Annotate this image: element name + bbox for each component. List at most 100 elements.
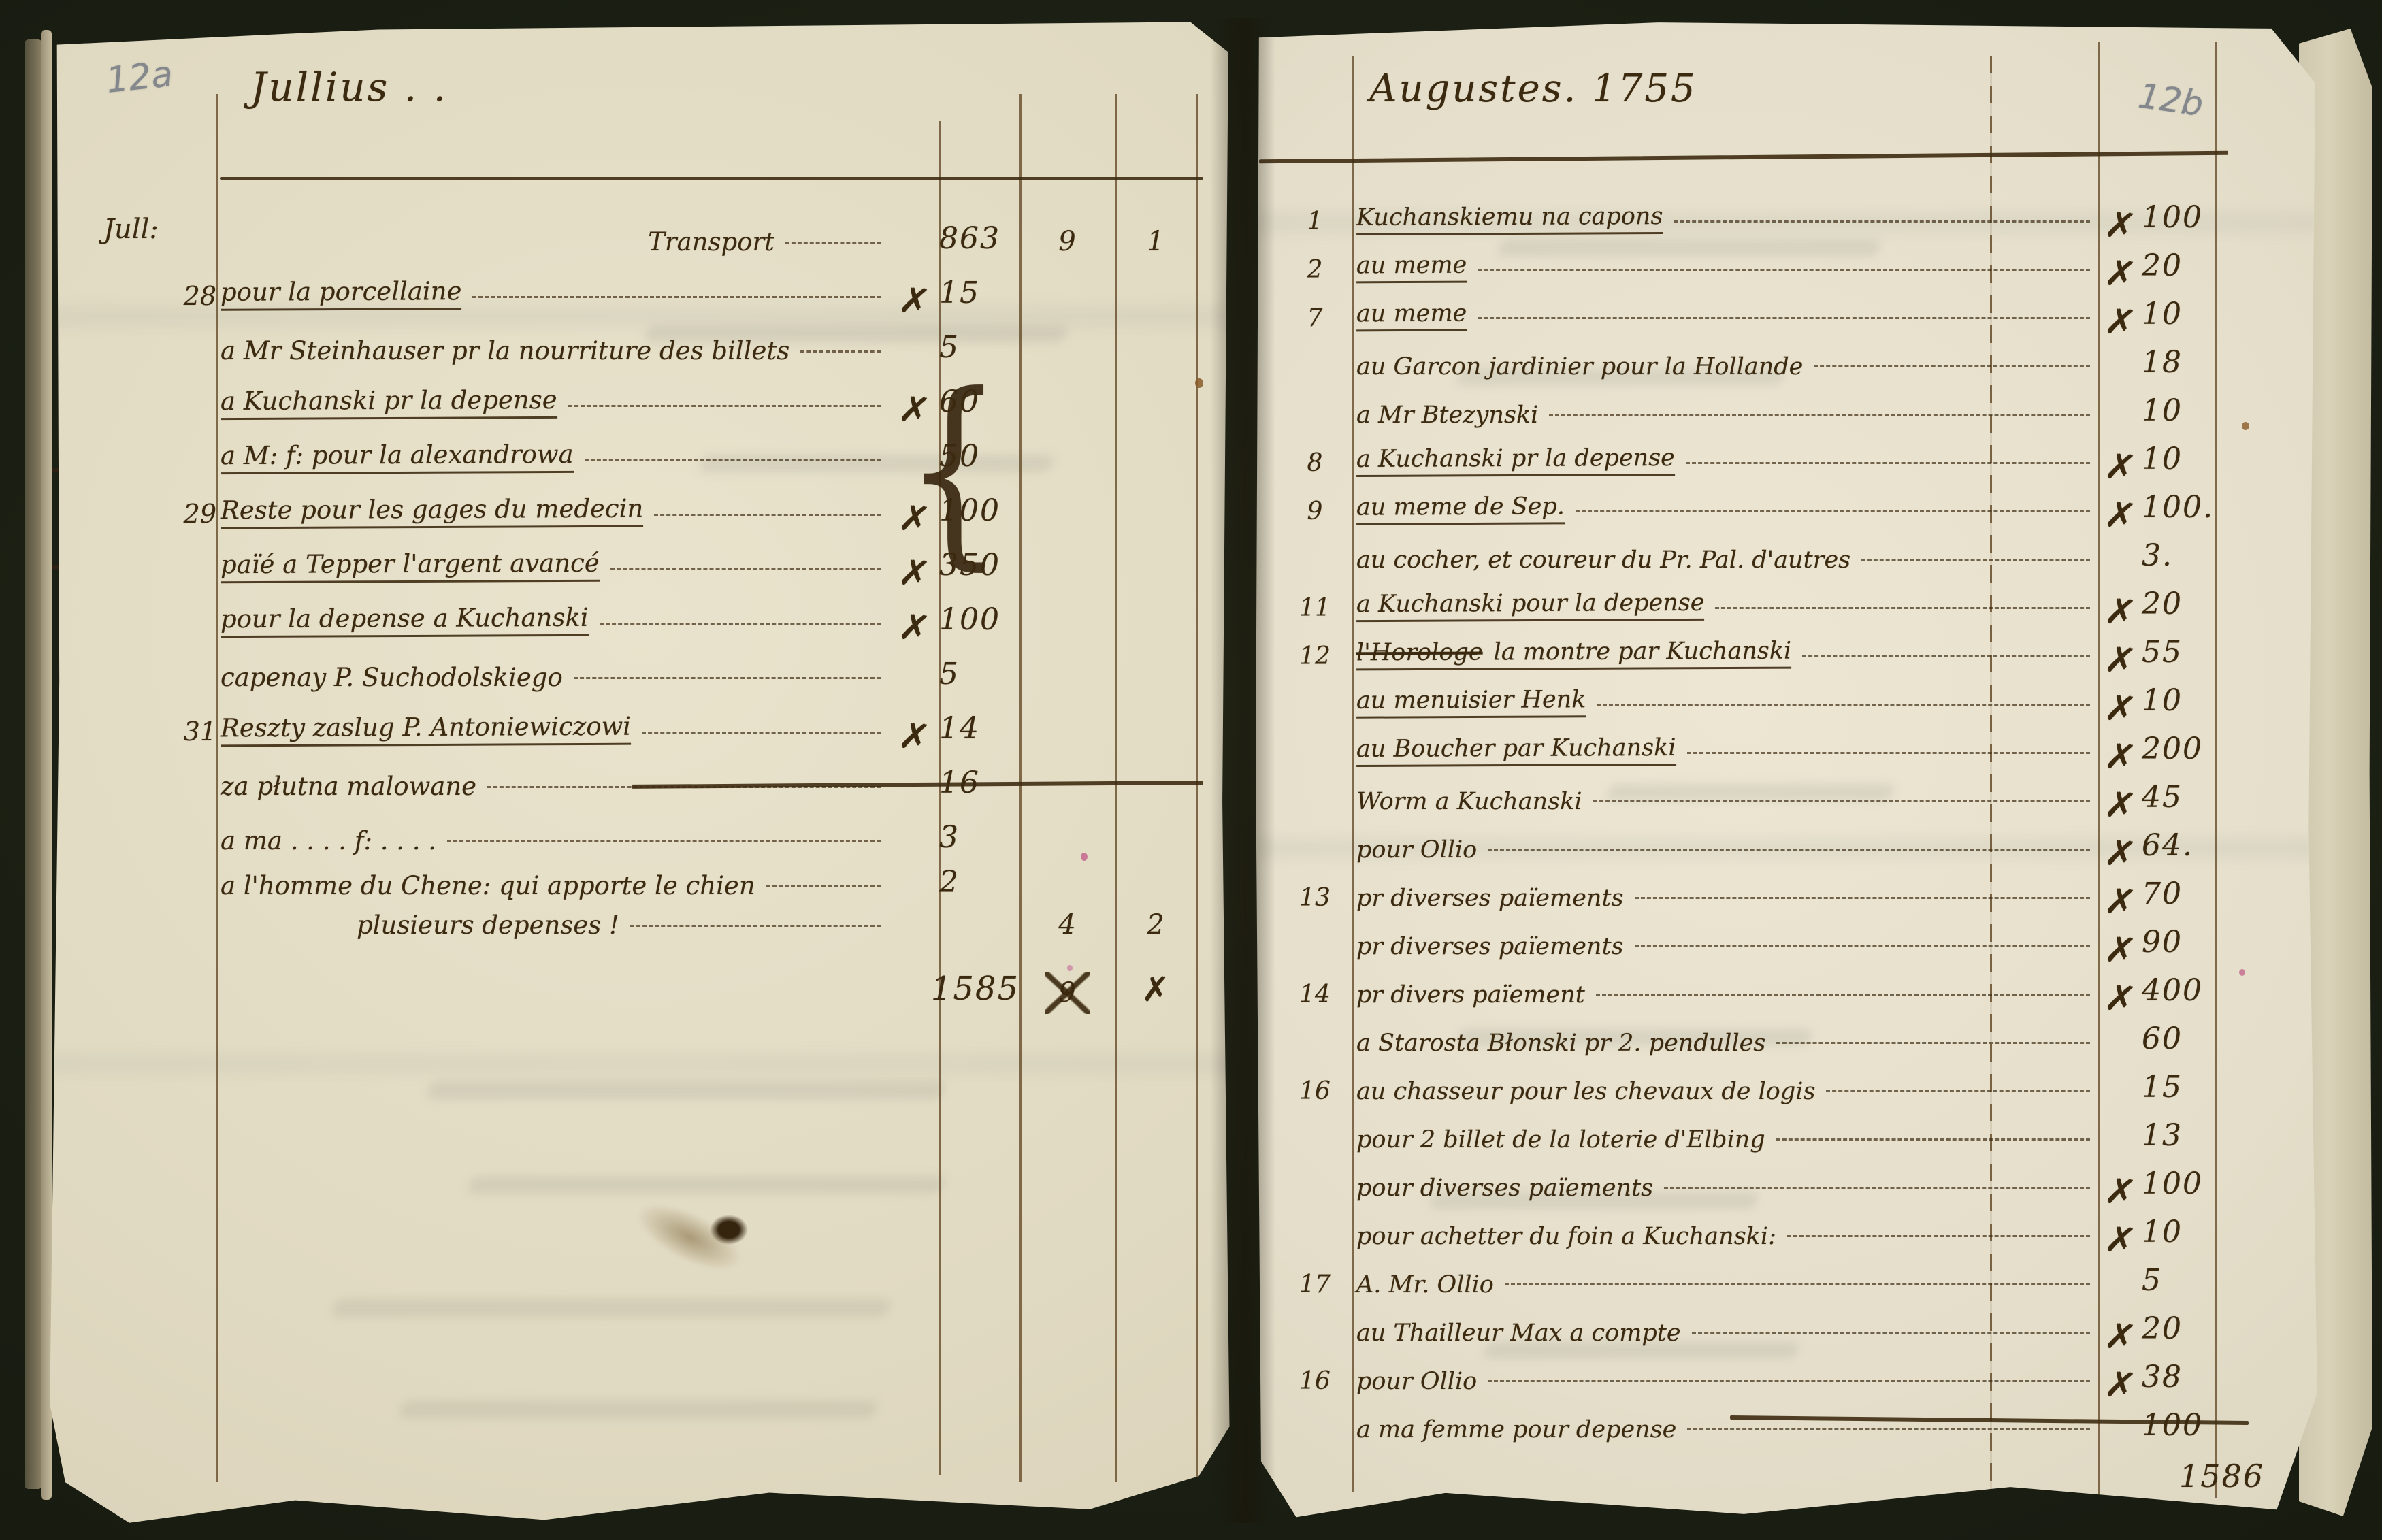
dotted-leader bbox=[1597, 704, 2090, 706]
total-row-left: 1585 9 ✗ bbox=[50, 958, 1229, 1014]
amount: 10 bbox=[2142, 441, 2183, 476]
ledger-row: pour diverses païements ✗ 100 bbox=[1256, 1153, 2317, 1215]
dotted-leader bbox=[1826, 1090, 2090, 1092]
column-rule bbox=[2098, 42, 2100, 1498]
day-label: 12 bbox=[1299, 642, 1331, 671]
ledger-row: 17 A. Mr. Ollio 5 bbox=[1256, 1249, 2317, 1299]
entry-description: au Garcon jardinier pour la Hollande bbox=[1356, 353, 1804, 381]
dotted-leader bbox=[568, 405, 881, 407]
crossed-figure: 9 bbox=[1045, 972, 1090, 1014]
transport-label: Transport bbox=[648, 227, 774, 257]
entry-description: au chasseur pour les chevaux de logis bbox=[1356, 1078, 1816, 1106]
ledger-row: pour achetter du foin a Kuchanski: ✗ 10 bbox=[1256, 1201, 2317, 1264]
dotted-leader bbox=[1685, 462, 2090, 464]
dotted-leader bbox=[785, 242, 881, 244]
entry-description: pr diverses païements bbox=[1356, 885, 1624, 913]
total-amount-left: 1585 bbox=[930, 969, 1019, 1008]
ledger-row: 12 l'Horologe la montre par Kuchanski ✗ 5… bbox=[1256, 621, 2317, 684]
entry-description: plusieurs depenses ! bbox=[357, 911, 619, 940]
column-rule bbox=[939, 121, 941, 1475]
entry-description: a ma femme pour depense bbox=[1356, 1416, 1677, 1444]
ledger-row: au cocher, et coureur du Pr. Pal. d'autr… bbox=[1256, 525, 2317, 574]
dotted-leader bbox=[584, 459, 881, 461]
entry-description: capenay P. Suchodolskiego bbox=[221, 663, 563, 693]
column3-total: ✗ bbox=[1141, 969, 1170, 1009]
amount: 38 bbox=[2142, 1359, 2183, 1394]
page-title-right: Augustes. 1755 bbox=[1369, 67, 1697, 111]
dotted-leader bbox=[573, 677, 881, 679]
entry-description: au meme bbox=[1356, 300, 1467, 332]
amount: 15 bbox=[939, 275, 980, 310]
ledger-row: 8 a Kuchanski pr la depense ✗ 10 bbox=[1256, 428, 2317, 491]
pink-speck bbox=[1067, 965, 1073, 971]
amount: 100. bbox=[2142, 489, 2214, 525]
entry-description: au meme bbox=[1356, 252, 1467, 284]
amount: 14 bbox=[939, 710, 980, 746]
day-label: 8 bbox=[1307, 449, 1323, 478]
amount: 3 bbox=[939, 819, 960, 855]
ledger-row: 16 au chasseur pour les chevaux de logis… bbox=[1256, 1056, 2317, 1106]
dotted-leader bbox=[654, 514, 881, 516]
amount: 200 bbox=[2142, 731, 2203, 766]
entry-description: au menuisier Henk bbox=[1356, 687, 1586, 719]
amount: 13 bbox=[2142, 1117, 2183, 1153]
cross-mark: ✗ bbox=[2102, 201, 2140, 249]
grouping-brace: { bbox=[904, 350, 1003, 588]
dotted-leader bbox=[1488, 849, 2090, 851]
amount: 5 bbox=[939, 656, 960, 691]
day-label: 28 bbox=[183, 281, 216, 312]
column-rule bbox=[1019, 94, 1022, 1482]
day-label: 31 bbox=[183, 717, 216, 747]
ledger-row: 9 au meme de Sep. ✗ 100. bbox=[1256, 476, 2317, 539]
ledger-row: a Starosta Błonski pr 2. pendulles 60 bbox=[1256, 1008, 2317, 1056]
brown-speck bbox=[2242, 422, 2249, 430]
page-title-left: Jullius . . bbox=[250, 64, 448, 110]
amount: 60 bbox=[2142, 1021, 2183, 1056]
amount: 55 bbox=[2142, 634, 2183, 670]
ledger-row: païé a Tepper l'argent avancé ✗ 350 bbox=[50, 528, 1229, 597]
ledger-row: 16 pour Ollio ✗ 38 bbox=[1256, 1346, 2317, 1409]
cross-mark: ✗ bbox=[2102, 588, 2140, 636]
column3-value: 1 bbox=[1147, 226, 1164, 257]
cross-mark: ✗ bbox=[2102, 685, 2140, 732]
amount: 100 bbox=[2142, 1407, 2203, 1443]
dotted-leader bbox=[610, 568, 881, 570]
pink-speck bbox=[1081, 853, 1088, 861]
ledger-row: 2 au meme ✗ 20 bbox=[1256, 235, 2317, 297]
dotted-leader bbox=[766, 885, 881, 887]
entry-description: Worm a Kuchanski bbox=[1356, 788, 1582, 816]
column2-total: 9 bbox=[1019, 972, 1115, 1014]
day-label: 14 bbox=[1299, 981, 1331, 1009]
amount: 16 bbox=[939, 765, 980, 800]
cross-mark: ✗ bbox=[2102, 974, 2140, 1022]
cross-mark: ✗ bbox=[2102, 1361, 2140, 1409]
dotted-leader bbox=[1478, 317, 2090, 319]
amount: 20 bbox=[2142, 586, 2183, 621]
dotted-leader bbox=[1634, 945, 2090, 947]
entry-description: pr diverses païements bbox=[1356, 933, 1624, 961]
entry-description: a Kuchanski pr la depense bbox=[221, 385, 557, 421]
folio-number-left: 12a bbox=[104, 54, 175, 101]
dotted-leader bbox=[1575, 510, 2090, 512]
day-label: 9 bbox=[1307, 497, 1323, 526]
column3-value: 2 bbox=[1147, 909, 1164, 940]
bleed-through-mark bbox=[50, 1053, 1230, 1074]
folio-number-right: 12b bbox=[2136, 76, 2206, 125]
ledger-row: a l'homme du Chene: qui apporte le chien… bbox=[50, 855, 1229, 900]
ledger-row: pour Ollio ✗ 64. bbox=[1256, 815, 2317, 877]
cross-mark: ✗ bbox=[896, 712, 934, 760]
dotted-leader bbox=[472, 296, 881, 298]
entry-description: pour 2 billet de la loterie d'Elbing bbox=[1356, 1126, 1765, 1154]
dotted-leader bbox=[1549, 414, 2090, 416]
ledger-row: 29 Reste pour les gages du medecin ✗ 100 bbox=[50, 474, 1229, 542]
dotted-leader bbox=[1715, 607, 2090, 609]
amount: 64. bbox=[2142, 828, 2193, 863]
entry-description: au cocher, et coureur du Pr. Pal. d'autr… bbox=[1356, 546, 1851, 574]
entry-description: A. Mr. Ollio bbox=[1356, 1271, 1494, 1299]
amount: 70 bbox=[2142, 876, 2183, 911]
book-edge-strip bbox=[41, 30, 52, 1500]
dotted-leader bbox=[1488, 1380, 2090, 1382]
bleed-through-mark bbox=[1256, 212, 2317, 233]
cross-mark: ✗ bbox=[2102, 298, 2140, 346]
cross-mark: ✗ bbox=[2102, 733, 2140, 781]
